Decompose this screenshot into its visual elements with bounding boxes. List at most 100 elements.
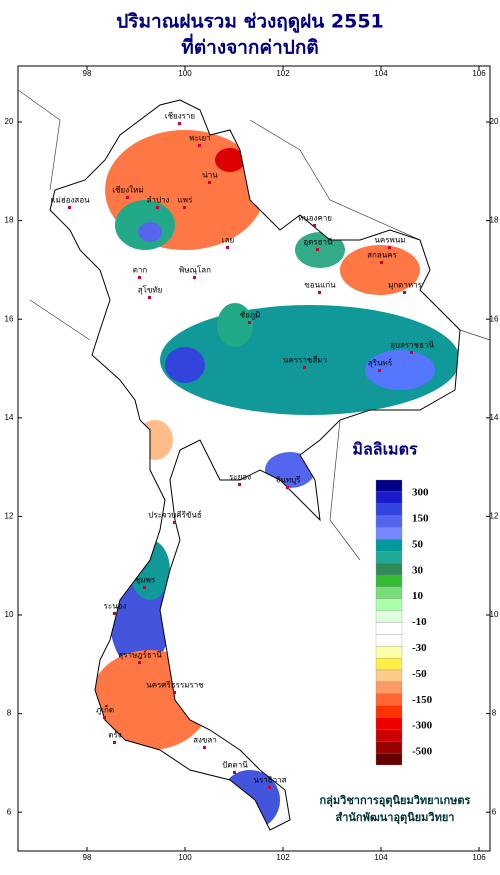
legend-swatch — [375, 741, 403, 754]
place-dot — [178, 122, 181, 125]
lat-tick-label: 8 — [7, 709, 12, 718]
place-label: ตรัง — [108, 731, 121, 740]
legend-swatch — [375, 669, 403, 683]
legend-label: -50 — [412, 668, 427, 680]
lat-tick-label: 6 — [492, 807, 497, 816]
place-label: น่าน — [202, 171, 218, 180]
place-label: สุรินทร์ — [368, 358, 393, 368]
lat-tick-label: 16 — [490, 314, 499, 323]
place-label: เชียงราย — [165, 112, 195, 121]
legend-swatch — [375, 705, 403, 718]
lon-tick-label: 106 — [472, 853, 486, 862]
lat-tick-label: 18 — [490, 216, 499, 225]
legend-swatch — [375, 479, 403, 493]
place-label: ตาก — [133, 266, 148, 275]
place-dot — [316, 248, 319, 251]
legend-label: -30 — [412, 642, 427, 654]
place-label: เชียงใหม่ — [112, 186, 143, 195]
place-dot — [193, 276, 196, 279]
place-label: สกลนคร — [367, 251, 397, 260]
legend-swatch — [375, 503, 403, 516]
legend-swatch — [375, 729, 403, 742]
credit: กลุ่มวิชาการอุตุนิยมวิทยาเกษตร — [320, 794, 471, 808]
place-dot — [198, 144, 201, 147]
lon-tick-label: 104 — [374, 69, 388, 78]
place-label: ขอนแก่น — [304, 281, 336, 290]
place-label: แม่ฮ่องสอน — [50, 196, 90, 205]
place-dot — [233, 771, 236, 774]
legend-swatch — [375, 693, 403, 706]
place-label: สงขลา — [193, 736, 217, 745]
legend: 300 150 50 30 10 -10 -30 -50 -150 -300 -500 — [375, 479, 433, 766]
place-dot — [68, 206, 71, 209]
place-dot — [410, 351, 413, 354]
place-dot — [238, 483, 241, 486]
lat-tick-label: 14 — [490, 413, 499, 422]
lat-tick-label: 10 — [5, 610, 14, 619]
place-dot — [380, 261, 383, 264]
legend-swatch — [375, 752, 403, 766]
credit: สำนักพัฒนาอุตุนิยมวิทยา — [336, 811, 455, 825]
lat-tick-label: 18 — [5, 216, 14, 225]
lon-tick-label: 98 — [83, 853, 92, 862]
place-dot — [313, 224, 316, 227]
place-dot — [303, 366, 306, 369]
place-label: ชัยภูมิ — [240, 311, 261, 321]
lon-tick-label: 100 — [178, 69, 192, 78]
legend-title: มิลลิเมตร — [352, 440, 418, 459]
legend-swatch — [375, 657, 403, 671]
place-dot — [126, 196, 129, 199]
place-label: หนองคาย — [298, 214, 332, 223]
place-dot — [173, 691, 176, 694]
place-label: จันทบุรี — [276, 476, 302, 485]
place-dot — [156, 206, 159, 209]
place-dot — [388, 246, 391, 249]
place-dot — [268, 786, 271, 789]
title: ที่ต่างจากค่าปกติ — [181, 34, 318, 59]
lat-tick-label: 20 — [5, 117, 14, 126]
legend-label: 10 — [412, 590, 424, 602]
legend-label: 150 — [412, 512, 429, 524]
title: ปริมาณฝนรวม ช่วงฤดูฝน 2551 — [116, 11, 384, 34]
place-label: ประจวบคีรีขันธ์ — [148, 510, 202, 520]
place-label: สุโขทัย — [138, 285, 163, 295]
place-dot — [208, 181, 211, 184]
legend-label: -300 — [412, 720, 433, 732]
legend-label: -500 — [412, 746, 433, 758]
legend-swatch — [375, 491, 403, 504]
lat-tick-label: 16 — [5, 314, 14, 323]
place-label: ภูเก็ต — [96, 705, 114, 716]
place-label: อุบลราชธานี — [390, 341, 434, 350]
place-label: แพร่ — [178, 196, 193, 205]
place-label: พะเยา — [189, 134, 210, 143]
legend-swatch — [375, 562, 403, 576]
legend-label: 50 — [412, 538, 424, 550]
legend-swatch — [375, 646, 403, 659]
place-dot — [148, 296, 151, 299]
place-dot — [173, 521, 176, 524]
legend-swatch — [375, 634, 403, 647]
legend-swatch — [375, 574, 403, 588]
lon-tick-label: 102 — [276, 69, 290, 78]
place-label: นราธิวาส — [253, 776, 286, 785]
legend-swatch — [375, 717, 403, 730]
legend-label: 300 — [412, 487, 429, 499]
lat-tick-label: 14 — [5, 413, 14, 422]
place-dot — [183, 206, 186, 209]
legend-swatch — [375, 681, 403, 694]
lat-tick-label: 12 — [5, 512, 14, 521]
lat-tick-label: 12 — [490, 512, 499, 521]
lon-tick-label: 100 — [178, 853, 192, 862]
legend-swatch — [375, 515, 403, 528]
place-dot — [318, 291, 321, 294]
place-dot — [113, 741, 116, 744]
legend-swatch — [375, 610, 403, 623]
place-label: สุราษฎร์ธานี — [118, 650, 162, 660]
place-dot — [138, 661, 141, 664]
legend-swatch — [375, 539, 403, 552]
place-dot — [113, 612, 116, 615]
